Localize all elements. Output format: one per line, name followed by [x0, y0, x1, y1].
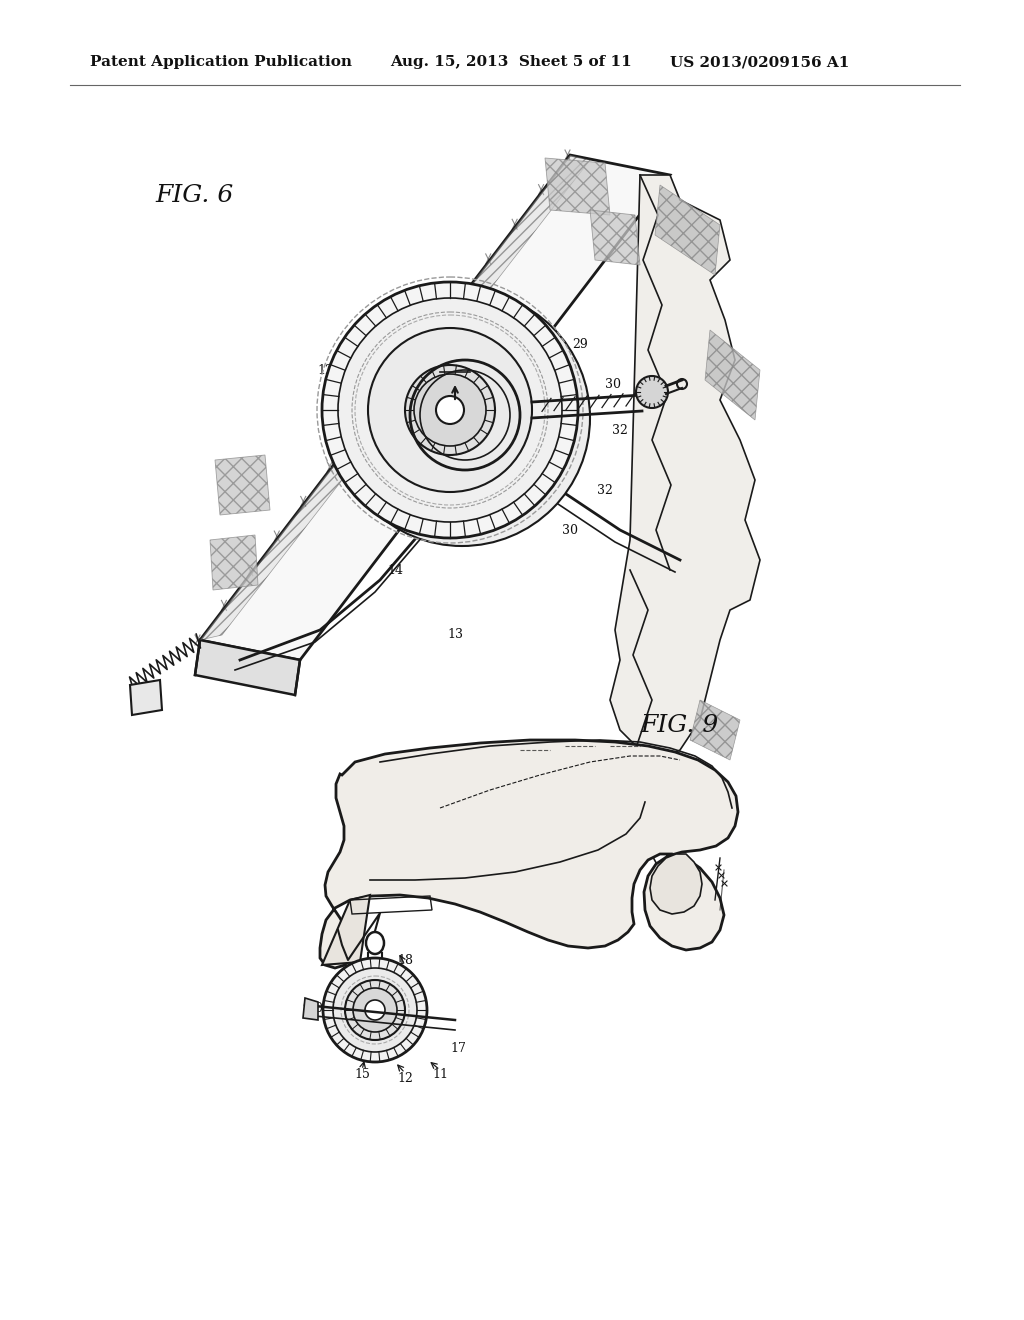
Polygon shape: [322, 895, 370, 965]
Text: Patent Application Publication: Patent Application Publication: [90, 55, 352, 69]
Text: 11: 11: [432, 1068, 449, 1081]
Circle shape: [333, 968, 417, 1052]
Text: 14: 14: [325, 1023, 341, 1036]
Text: 32: 32: [612, 424, 628, 437]
Circle shape: [636, 376, 668, 408]
Circle shape: [365, 1001, 385, 1020]
Text: 15: 15: [367, 494, 383, 507]
Text: 18: 18: [397, 953, 413, 966]
Text: Aug. 15, 2013  Sheet 5 of 11: Aug. 15, 2013 Sheet 5 of 11: [390, 55, 632, 69]
Text: US 2013/0209156 A1: US 2013/0209156 A1: [670, 55, 849, 69]
Text: 32: 32: [597, 483, 613, 496]
Text: 19: 19: [342, 940, 358, 953]
Polygon shape: [590, 210, 640, 265]
Circle shape: [338, 298, 562, 521]
Text: 30: 30: [562, 524, 578, 536]
Circle shape: [406, 366, 495, 455]
Text: 7: 7: [471, 323, 479, 337]
Circle shape: [436, 396, 464, 424]
Text: 17: 17: [451, 1041, 466, 1055]
Text: 12: 12: [397, 1072, 413, 1085]
Polygon shape: [705, 330, 760, 420]
Circle shape: [345, 979, 406, 1040]
Polygon shape: [690, 700, 740, 760]
Polygon shape: [655, 185, 720, 275]
Text: FIG. 9: FIG. 9: [640, 714, 718, 737]
Circle shape: [334, 290, 590, 546]
Circle shape: [368, 327, 532, 492]
Polygon shape: [195, 640, 300, 696]
Polygon shape: [319, 741, 738, 968]
Text: 12: 12: [317, 363, 333, 376]
Text: 14: 14: [387, 564, 403, 577]
Text: 15: 15: [354, 1068, 370, 1081]
Text: 30: 30: [307, 1002, 323, 1015]
Polygon shape: [130, 680, 162, 715]
Text: 30: 30: [605, 379, 621, 392]
Text: 10: 10: [342, 343, 358, 356]
Text: 22: 22: [527, 474, 543, 487]
Circle shape: [414, 374, 486, 446]
Circle shape: [322, 282, 578, 539]
Polygon shape: [650, 854, 702, 913]
Polygon shape: [610, 176, 760, 760]
Text: FIG. 6: FIG. 6: [155, 183, 233, 206]
Circle shape: [353, 987, 397, 1032]
Text: 13: 13: [447, 628, 463, 642]
Polygon shape: [545, 158, 610, 215]
Polygon shape: [210, 535, 258, 590]
Polygon shape: [200, 154, 590, 640]
Polygon shape: [200, 154, 670, 660]
Circle shape: [323, 958, 427, 1063]
Text: 29: 29: [572, 338, 588, 351]
Polygon shape: [215, 455, 270, 515]
Polygon shape: [303, 998, 318, 1020]
Text: 14: 14: [327, 994, 343, 1006]
